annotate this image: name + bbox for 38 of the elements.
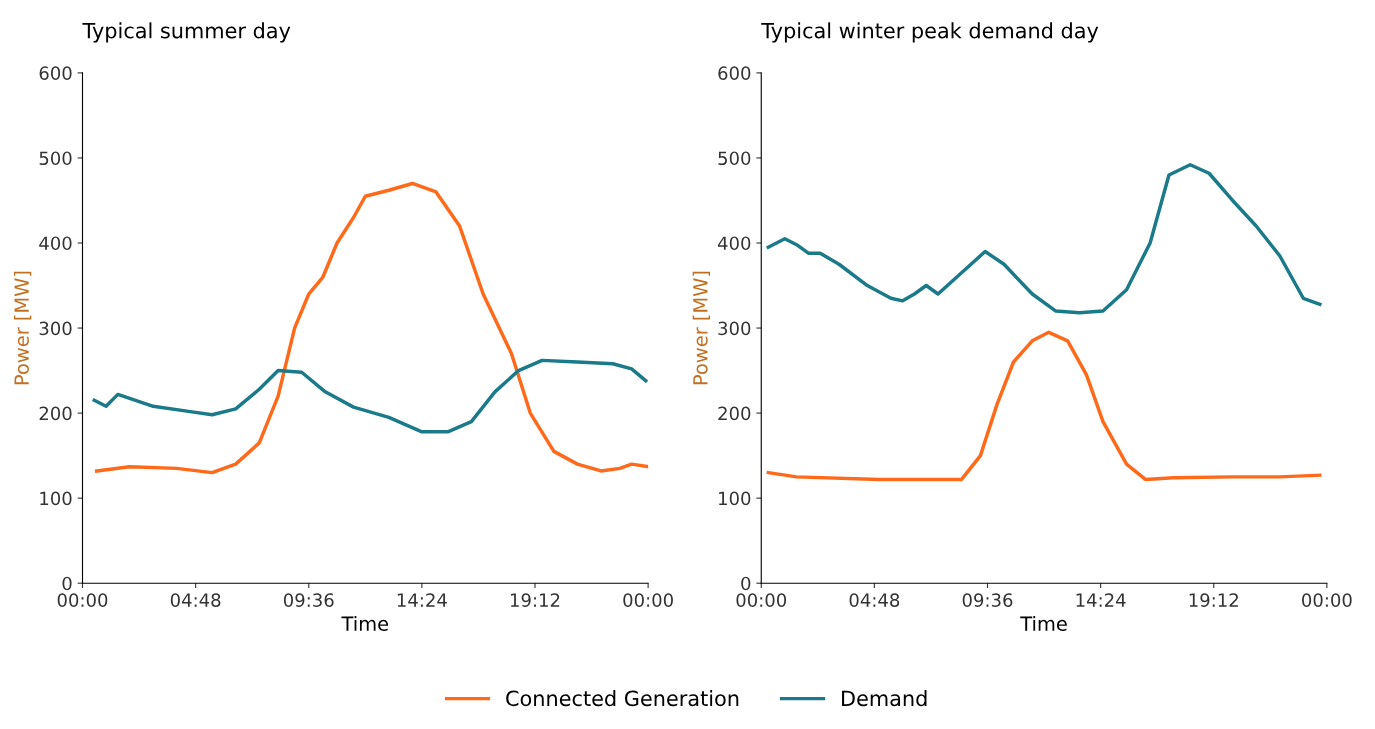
- y-tick-label: 200: [39, 406, 72, 421]
- x-tick-label: 14:24: [397, 593, 447, 607]
- x-tick-label: 00:00: [736, 593, 787, 607]
- x-tick-label: 04:48: [170, 593, 221, 607]
- y-axis-title: Power [MW]: [13, 271, 32, 385]
- y-tick-label: 100: [719, 491, 751, 506]
- x-tick-label: 00:00: [1302, 593, 1352, 607]
- chart-title: Typical winter peak demand day: [761, 22, 1099, 43]
- x-tick-label: 00:00: [623, 593, 673, 607]
- x-tick-label: 04:48: [849, 593, 900, 607]
- line-series: [92, 358, 648, 434]
- y-tick-label: 100: [40, 491, 72, 506]
- y-tick-label: 600: [39, 66, 72, 81]
- x-tick-label: 09:36: [962, 593, 1013, 607]
- x-tick-label: 00:00: [57, 593, 108, 607]
- x-tick-label: 09:36: [283, 593, 334, 607]
- x-tick-label: 19:12: [1189, 593, 1238, 607]
- legend-label: Demand: [842, 690, 927, 707]
- chart-title: Typical summer day: [82, 22, 291, 43]
- line-series: [766, 163, 1322, 315]
- y-tick-label: 0: [741, 576, 751, 591]
- line-series: [766, 330, 1322, 482]
- y-tick-label: 500: [39, 151, 72, 166]
- y-axis-title: Power [MW]: [692, 271, 711, 385]
- x-axis-title: Time: [341, 615, 389, 631]
- x-tick-label: 14:24: [1076, 593, 1126, 607]
- y-tick-label: 400: [39, 236, 72, 251]
- y-tick-label: 200: [718, 406, 751, 421]
- y-tick-label: 600: [718, 66, 751, 81]
- x-axis-title: Time: [1020, 615, 1067, 631]
- y-tick-label: 400: [717, 236, 751, 251]
- y-tick-label: 300: [39, 321, 72, 336]
- y-tick-label: 500: [718, 151, 751, 166]
- y-tick-label: 300: [718, 321, 751, 336]
- x-tick-label: 19:12: [510, 593, 560, 607]
- line-series: [94, 181, 649, 475]
- y-tick-label: 0: [62, 576, 72, 591]
- legend-label: Connected Generation: [506, 690, 739, 707]
